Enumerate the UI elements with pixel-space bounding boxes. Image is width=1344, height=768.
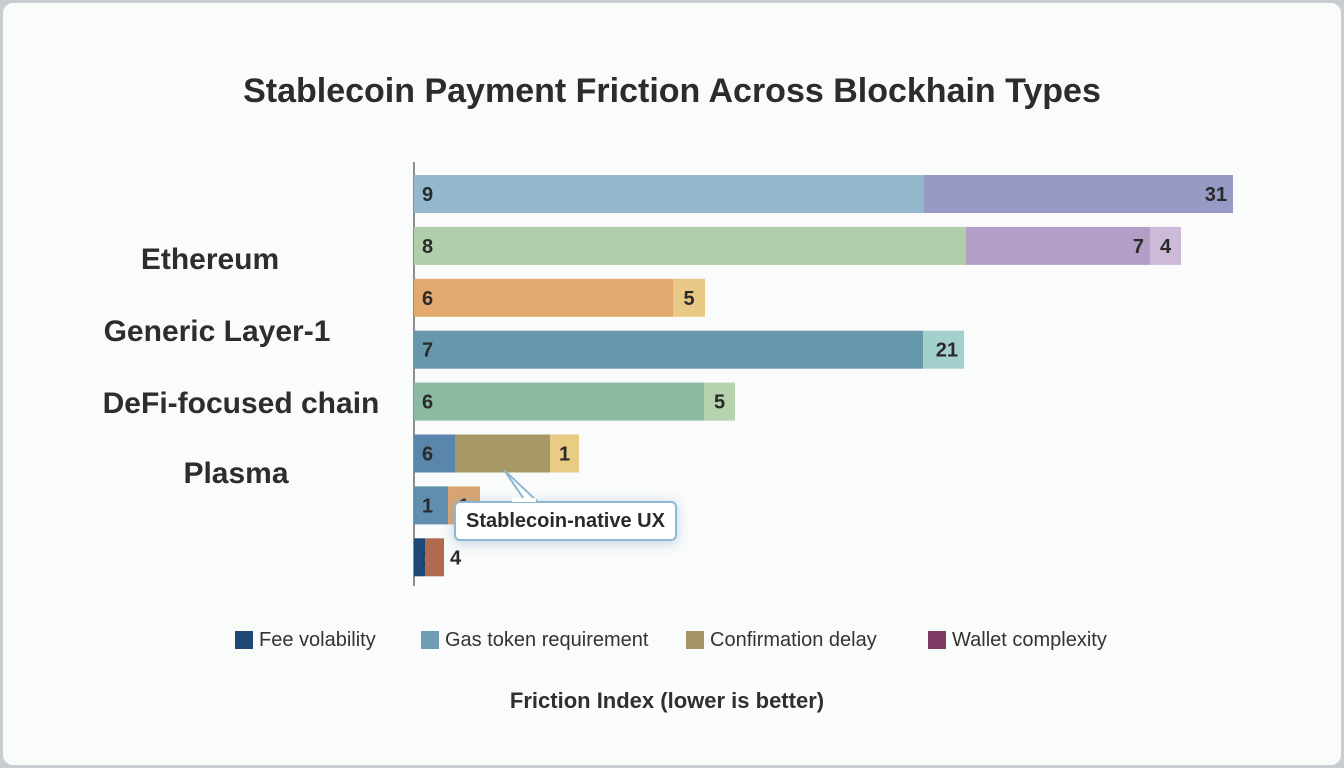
data-label: 21 [936,340,958,362]
data-label: 7 [422,340,433,362]
data-label: 9 [422,184,433,206]
bar-segment [414,278,673,317]
bar-segment [924,175,1233,213]
legend-label: Wallet complexity [952,628,1107,651]
bars-group: 9318746572165611114 [414,175,1233,577]
legend-swatch [686,631,704,649]
bar-segment [414,382,704,421]
data-label: 1 [559,444,570,466]
bar-segment [673,278,705,317]
category-label: Generic Layer-1 [104,315,331,348]
data-label: 7 [1133,236,1144,258]
category-label: DeFi-focused chain [103,387,380,420]
data-label: 8 [422,236,433,258]
data-label: 6 [422,392,433,414]
bar-segment [455,434,550,473]
bar-segment [414,434,455,473]
data-label: 5 [683,288,694,310]
category-label: Ethereum [141,243,279,276]
legend-label: Fee volability [259,628,376,651]
legend-swatch [235,631,253,649]
legend-item: Gas token requirement [421,628,648,652]
data-label: 6 [422,288,433,310]
data-label: 4 [1160,236,1172,258]
callout-annotation: Stablecoin-native UX [454,501,677,541]
bar-segment [923,330,964,369]
legend-label: Confirmation delay [710,628,877,651]
legend-swatch [421,631,439,649]
data-label: 6 [422,444,433,466]
bar-segment [414,330,923,369]
data-label: 31 [1205,184,1227,206]
callout-pointer [503,470,539,503]
bar-segment [414,486,448,525]
category-label: Plasma [183,457,288,490]
bar-segment [414,175,924,213]
x-axis-label: Friction Index (lower is better) [509,688,825,713]
bar-segment [704,382,735,421]
chart-title: Stablecoin Payment Friction Across Block… [243,72,1101,110]
legend-label: Gas token requirement [445,628,649,651]
data-label: 5 [714,392,725,414]
data-label: 1 [422,495,433,517]
bar-segment [425,538,444,577]
legend-item: Wallet complexity [928,628,1107,652]
bar-segment [966,226,1150,265]
bar-segment [414,226,966,265]
bar-segment [1150,226,1181,265]
legend-item: Fee volability [235,628,376,652]
legend-swatch [928,631,946,649]
legend-item: Confirmation delay [686,628,877,652]
bar-segment [414,538,425,577]
bar-segment [550,434,579,473]
data-label: 4 [450,547,462,569]
